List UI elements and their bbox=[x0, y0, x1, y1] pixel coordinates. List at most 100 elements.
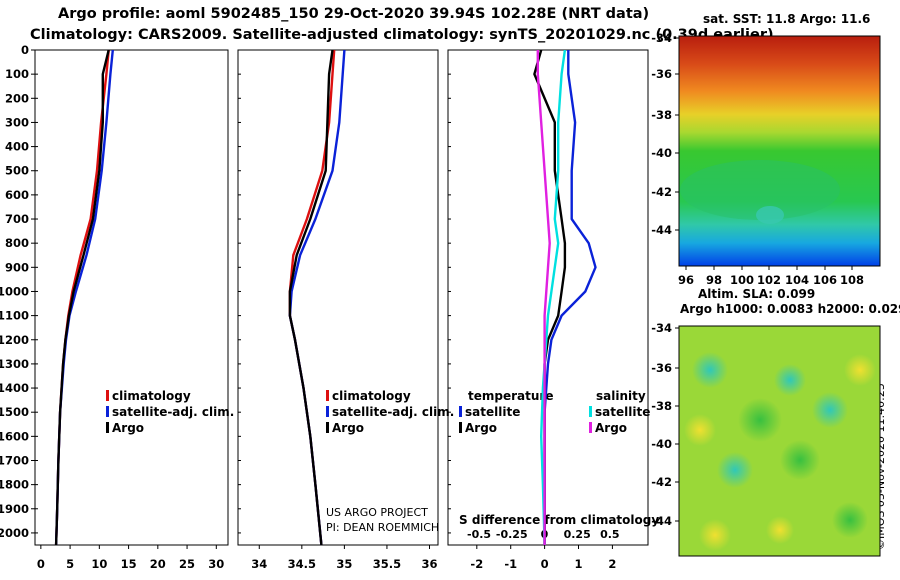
sst-lon-label: 98 bbox=[706, 273, 722, 287]
x-tick-label: 35.5 bbox=[373, 557, 401, 571]
panel-frame-2 bbox=[237, 49, 439, 546]
credit-project: US ARGO PROJECT bbox=[326, 506, 428, 519]
legend-swatch-black bbox=[459, 422, 462, 433]
x-tick-label: 10 bbox=[91, 557, 107, 571]
legend-swatch-black bbox=[326, 422, 329, 433]
sst-lon-label: 100 bbox=[730, 273, 754, 287]
x-tick-label: 36 bbox=[421, 557, 437, 571]
sla-map-blob bbox=[832, 502, 868, 538]
legend-label: satellite-adj. clim. bbox=[112, 405, 235, 419]
title-line-1: Argo profile: aoml 5902485_150 29-Oct-20… bbox=[58, 6, 650, 22]
x-tick-label-top: 0.25 bbox=[564, 528, 591, 541]
legend-p2-climatology: climatology bbox=[326, 389, 411, 403]
sla-title: Altim. SLA: 0.099 bbox=[698, 287, 816, 301]
legend-label: climatology bbox=[112, 389, 191, 403]
sla-lat-label: -34 bbox=[651, 321, 672, 335]
sla-map-blob bbox=[684, 414, 716, 446]
x-tick-label: 20 bbox=[150, 557, 166, 571]
sla-map-blob bbox=[692, 352, 728, 388]
x-tick-label: 5 bbox=[66, 557, 74, 571]
series-group-2 bbox=[288, 50, 346, 545]
x-tick-label: 15 bbox=[121, 557, 137, 571]
depth-tick-label: 0 bbox=[21, 43, 29, 57]
sst-lon-label: 106 bbox=[813, 273, 837, 287]
sst-map-patch bbox=[756, 206, 784, 224]
legend-label: climatology bbox=[332, 389, 411, 403]
sla-lat-label: -38 bbox=[651, 399, 672, 413]
series-line-temperature-satellite bbox=[543, 50, 597, 545]
sla-lat-label: -36 bbox=[651, 361, 672, 375]
legend-swatch-black bbox=[106, 422, 109, 433]
series-line-salinity-argo bbox=[536, 50, 551, 545]
legend-label: Argo bbox=[112, 421, 145, 435]
legend-p3-temp-argo: Argo bbox=[459, 421, 497, 435]
depth-tick-label: 1100 bbox=[0, 309, 29, 323]
legend-swatch-blue bbox=[459, 406, 462, 417]
legend-p3-salinity: salinity bbox=[596, 389, 646, 403]
depth-tick-label: 1400 bbox=[0, 381, 29, 395]
legend-swatch-red bbox=[106, 390, 109, 401]
legend-label: Argo bbox=[332, 421, 365, 435]
series-group-3 bbox=[533, 50, 597, 545]
x-tick-label-top: -0.25 bbox=[496, 528, 528, 541]
depth-tick-label: 1900 bbox=[0, 502, 29, 516]
sst-lon-label: 102 bbox=[757, 273, 781, 287]
sst-lat-label: -42 bbox=[651, 185, 672, 199]
legend-p3-sal-satellite: satellite bbox=[589, 405, 650, 419]
series-line-climatology bbox=[54, 50, 110, 545]
series-line-salinity-satellite bbox=[540, 50, 567, 545]
sla-map-blob bbox=[844, 354, 876, 386]
title-line-2: Climatology: CARS2009. Satellite-adjuste… bbox=[30, 27, 774, 43]
sst-lat-label: -36 bbox=[651, 67, 672, 81]
panel3-xlabel: S difference from climatology bbox=[459, 513, 660, 527]
depth-tick-label: 2000 bbox=[0, 526, 29, 540]
sla-lat-label: -44 bbox=[651, 514, 672, 528]
series-line-satellite-adj-clim- bbox=[288, 50, 346, 545]
depth-tick-label: 400 bbox=[5, 140, 29, 154]
legend-label: Argo bbox=[595, 421, 628, 435]
series-line-satellite-adj-clim- bbox=[54, 50, 114, 545]
x-tick-label: -1 bbox=[504, 557, 517, 571]
sst-lat-label: -34 bbox=[651, 31, 672, 45]
depth-tick-label: 600 bbox=[5, 188, 29, 202]
sst-map-frame bbox=[678, 35, 881, 267]
x-tick-label: 1 bbox=[575, 557, 583, 571]
series-line-argo bbox=[54, 50, 110, 545]
depth-tick-label: 1600 bbox=[0, 429, 29, 443]
x-tick-label: 25 bbox=[179, 557, 195, 571]
legend-label: satellite bbox=[465, 405, 521, 419]
sla-map-blob bbox=[699, 519, 731, 551]
depth-tick-label: 300 bbox=[5, 115, 29, 129]
argo-h-title: Argo h1000: 0.0083 h2000: 0.029 bbox=[680, 302, 900, 316]
panel-frame-3 bbox=[447, 49, 649, 546]
depth-tick-label: 1500 bbox=[0, 405, 29, 419]
x-tick-label: 2 bbox=[608, 557, 616, 571]
legend-swatch-blue bbox=[106, 406, 109, 417]
sla-map-blob bbox=[780, 440, 820, 480]
sla-map-frame bbox=[678, 325, 881, 557]
sst-lon-label: 108 bbox=[840, 273, 864, 287]
sst-lon-label: 104 bbox=[785, 273, 809, 287]
legend-p1-climatology: climatology bbox=[106, 389, 191, 403]
legend-p2-argo: Argo bbox=[326, 421, 364, 435]
legend-label: satellite bbox=[595, 405, 651, 419]
legend-swatch-red bbox=[326, 390, 329, 401]
sla-map-blob bbox=[738, 398, 782, 442]
depth-tick-label: 100 bbox=[5, 67, 29, 81]
legend-p3-sal-argo: Argo bbox=[589, 421, 627, 435]
depth-tick-label: 500 bbox=[5, 164, 29, 178]
sst-lon-label: 96 bbox=[678, 273, 694, 287]
legend-swatch-blue bbox=[326, 406, 329, 417]
depth-tick-label: 1200 bbox=[0, 333, 29, 347]
legend-swatch-cyan bbox=[589, 406, 592, 417]
legend-p1-argo: Argo bbox=[106, 421, 144, 435]
sst-lat-label: -40 bbox=[651, 146, 672, 160]
depth-tick-label: 200 bbox=[5, 91, 29, 105]
depth-tick-label: 1800 bbox=[0, 478, 29, 492]
credit-pi: PI: DEAN ROEMMICH bbox=[326, 521, 440, 534]
sst-map-patch bbox=[680, 160, 840, 220]
x-tick-label: 0 bbox=[37, 557, 45, 571]
sla-lat-label: -42 bbox=[651, 475, 672, 489]
x-tick-label-top: 0.5 bbox=[600, 528, 620, 541]
